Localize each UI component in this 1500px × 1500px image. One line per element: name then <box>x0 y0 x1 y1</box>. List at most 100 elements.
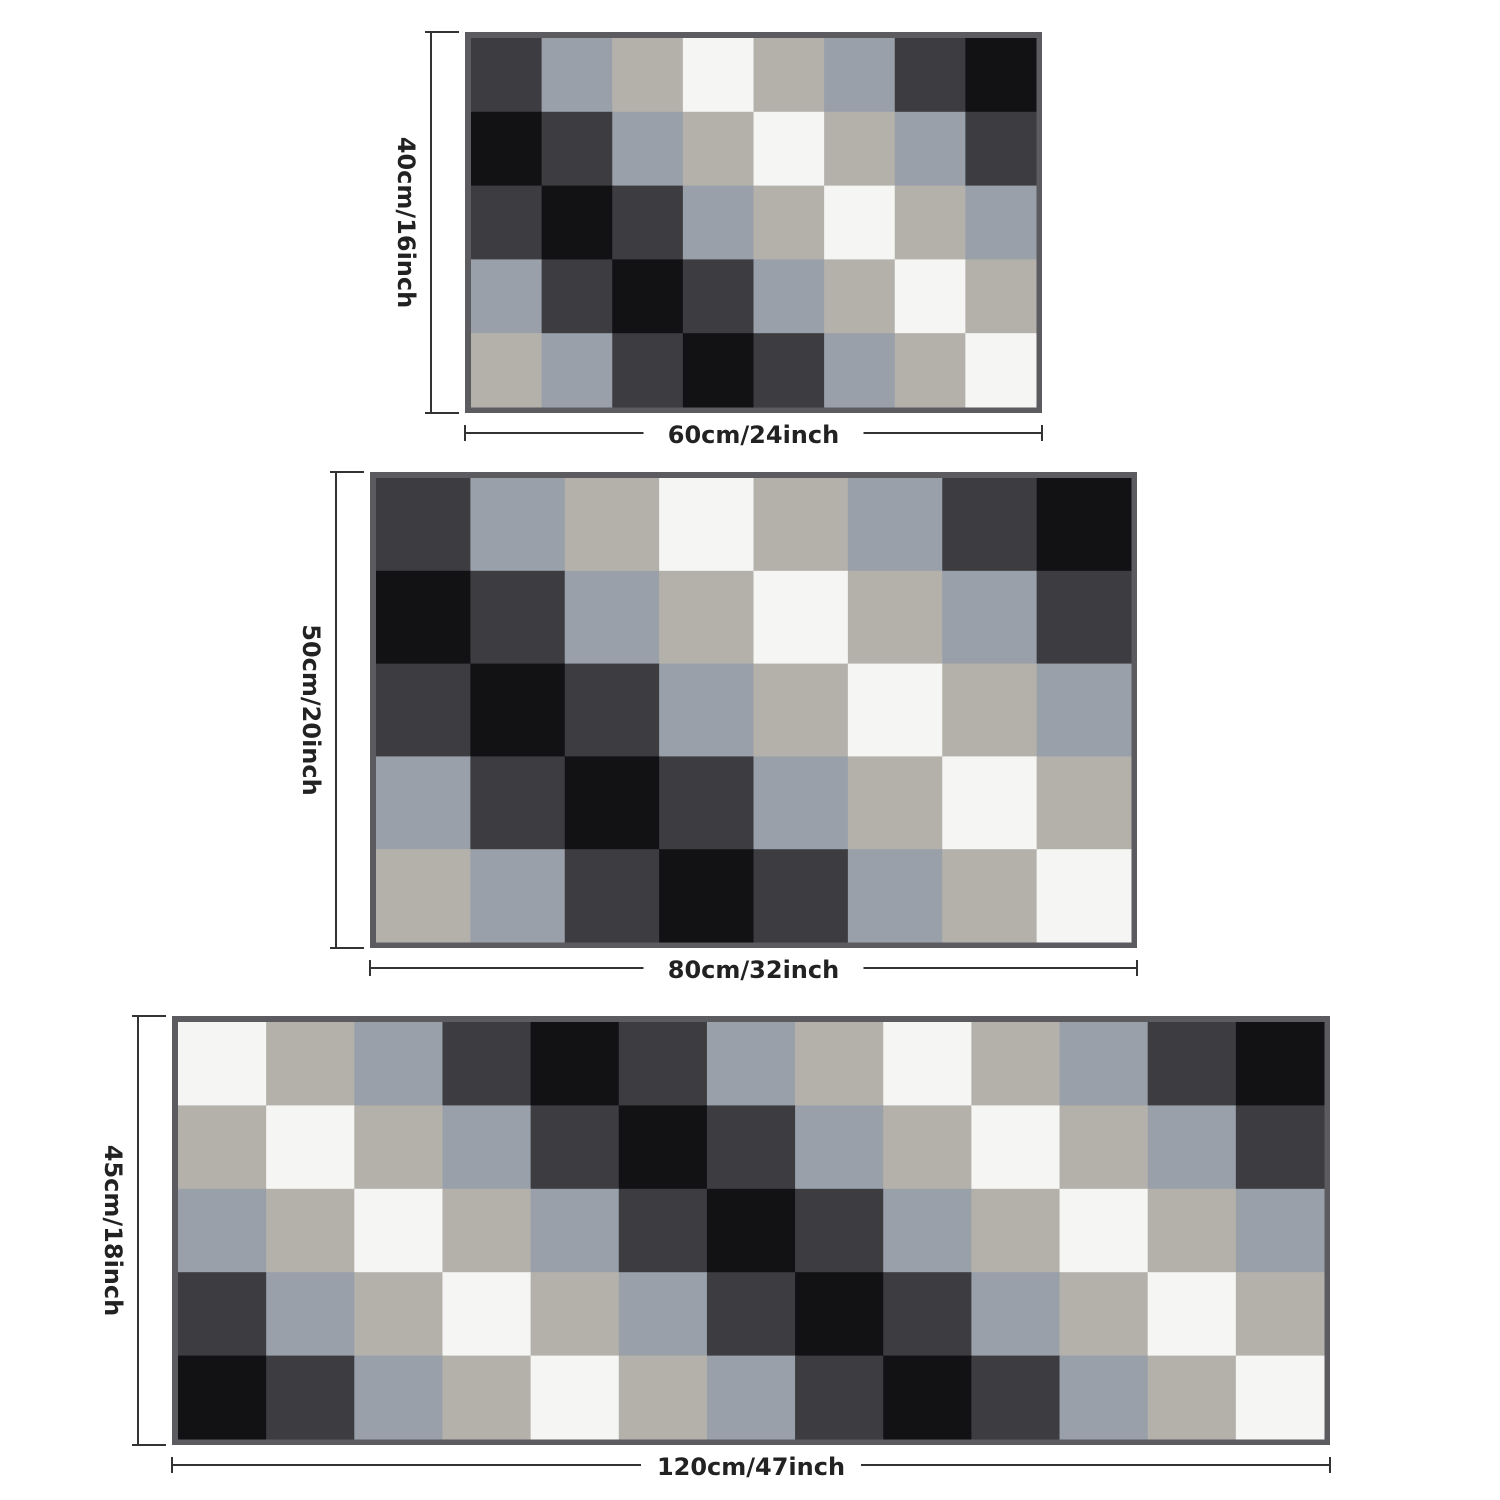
rug-tile <box>682 333 754 408</box>
rug-tile <box>564 570 660 665</box>
rug-tile <box>612 38 684 113</box>
rug-tile <box>178 1105 267 1190</box>
rug-tile <box>894 38 966 113</box>
height-label: 45cm/18inch <box>99 1145 127 1316</box>
rug <box>465 32 1042 413</box>
rug-tile <box>1147 1188 1237 1273</box>
rug-tile <box>471 333 543 408</box>
rug-tile <box>471 38 543 113</box>
rug-tile <box>178 1272 267 1357</box>
rug-tile <box>1235 1022 1325 1106</box>
rug-tile <box>942 570 1038 665</box>
rug-tile <box>965 38 1037 113</box>
rug-tile <box>530 1105 620 1190</box>
rug-tile <box>376 663 471 757</box>
rug-tile <box>178 1188 267 1273</box>
rug <box>172 1016 1330 1445</box>
rug-tile <box>442 1105 532 1190</box>
rug-tile <box>795 1105 884 1190</box>
rug-tile <box>795 1188 884 1273</box>
rug-tile <box>471 259 543 334</box>
rug-tile <box>753 570 849 665</box>
rug-tile <box>971 1105 1061 1190</box>
rug <box>370 472 1137 948</box>
rug-tile <box>753 259 825 334</box>
rug-tile <box>1059 1272 1149 1357</box>
rug-tile <box>706 1272 796 1357</box>
rug-tile <box>541 259 613 334</box>
rug-tile <box>1036 478 1132 572</box>
rug-tile <box>971 1355 1061 1440</box>
rug-tile <box>847 663 943 757</box>
rug-tile <box>847 570 943 665</box>
height-label: 50cm/20inch <box>297 624 325 795</box>
rug-tile <box>470 756 566 850</box>
label-bg <box>641 1449 861 1481</box>
rug-tile <box>266 1105 355 1190</box>
label-bg <box>294 625 326 795</box>
rug-tile <box>612 259 684 334</box>
rug-tile <box>530 1188 620 1273</box>
rug-tile <box>354 1022 443 1106</box>
rug-tile <box>530 1355 620 1440</box>
label-bg <box>96 1145 128 1316</box>
rug-tile <box>753 756 849 850</box>
label-bg <box>643 952 864 984</box>
rug-tile <box>541 185 613 260</box>
rug-tile <box>965 333 1037 408</box>
rug-tile <box>965 259 1037 334</box>
rug-tile <box>682 185 754 260</box>
rug-tile <box>266 1272 355 1357</box>
rug-tile <box>618 1355 708 1440</box>
rug-tile <box>470 478 566 572</box>
rug-tile <box>942 663 1038 757</box>
rug-tile <box>376 849 471 943</box>
rug-tile <box>1235 1355 1325 1440</box>
rug-tile <box>682 111 754 187</box>
rug-tile <box>612 111 684 187</box>
rug-tile <box>706 1105 796 1190</box>
rug-tile <box>883 1105 972 1190</box>
rug-tile <box>470 849 566 943</box>
width-label: 120cm/47inch <box>657 1453 845 1481</box>
rug-tile <box>795 1022 884 1106</box>
rug-tile <box>847 756 943 850</box>
rug-tile <box>530 1272 620 1357</box>
rug-tile <box>1059 1105 1149 1190</box>
rug-tile <box>178 1022 267 1106</box>
rug-tile <box>541 111 613 187</box>
rug-tile <box>612 185 684 260</box>
rug-tile <box>753 38 825 113</box>
rug-tile <box>753 185 825 260</box>
rug-tile <box>541 38 613 113</box>
rug-tile <box>753 111 825 187</box>
rug-tile <box>442 1272 532 1357</box>
rug-tile <box>971 1188 1061 1273</box>
label-bg <box>389 137 421 308</box>
rug-tile <box>1036 570 1132 665</box>
rug-tile <box>1147 1022 1237 1106</box>
rug-tile <box>824 259 896 334</box>
rug-tile <box>824 111 896 187</box>
rug-tile <box>942 756 1038 850</box>
rug-tile <box>847 478 943 572</box>
rug-tile <box>706 1188 796 1273</box>
rug-tile <box>659 849 754 943</box>
rug-tile <box>883 1188 972 1273</box>
rug-tile <box>178 1355 267 1440</box>
rug-tile <box>376 756 471 850</box>
rug-tile <box>942 478 1038 572</box>
rug-tile <box>1036 849 1132 943</box>
rug-tile <box>847 849 943 943</box>
rug-tile <box>795 1272 884 1357</box>
rug-tile <box>1235 1105 1325 1190</box>
rug-tile <box>354 1355 443 1440</box>
rug-tile <box>1235 1188 1325 1273</box>
rug-tile <box>618 1188 708 1273</box>
rug-tile <box>824 333 896 408</box>
rug-tile <box>682 259 754 334</box>
rug-tile <box>618 1272 708 1357</box>
rug-tile <box>442 1022 532 1106</box>
rug-tile <box>659 478 754 572</box>
